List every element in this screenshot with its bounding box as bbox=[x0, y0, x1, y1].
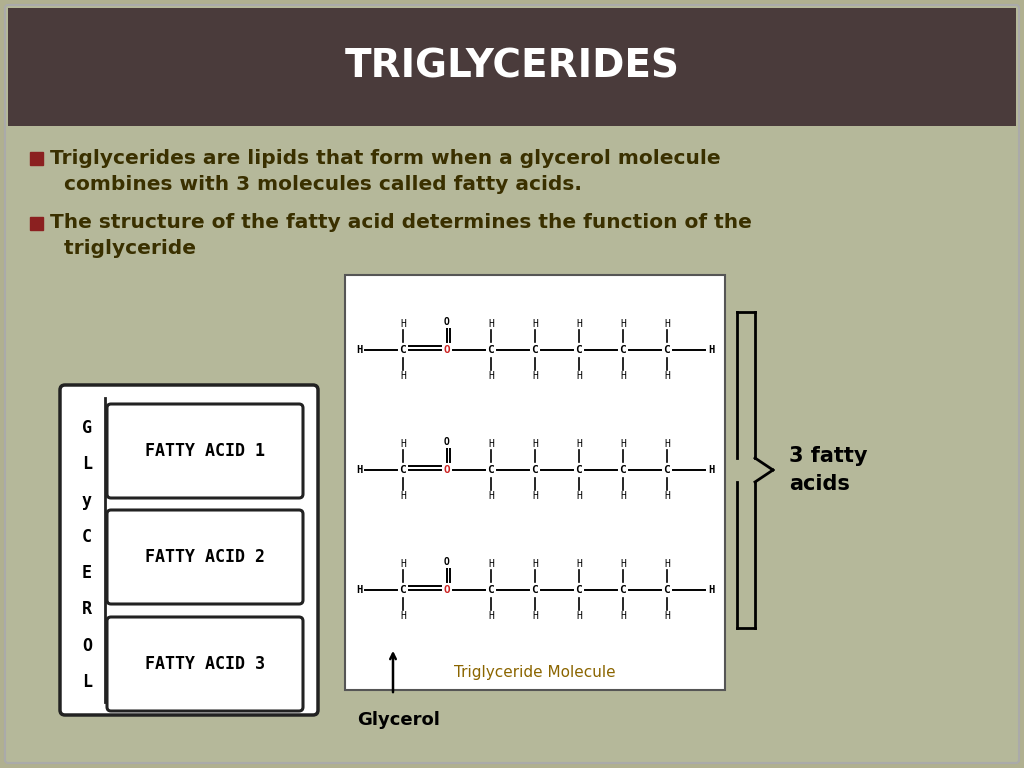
Text: C: C bbox=[399, 585, 407, 595]
Text: H: H bbox=[400, 319, 406, 329]
Text: C: C bbox=[664, 465, 671, 475]
Text: O: O bbox=[443, 465, 451, 475]
Text: H: H bbox=[400, 611, 406, 621]
Text: C: C bbox=[399, 465, 407, 475]
Text: C: C bbox=[487, 465, 495, 475]
Text: combines with 3 molecules called fatty acids.: combines with 3 molecules called fatty a… bbox=[50, 174, 582, 194]
Text: O: O bbox=[444, 437, 450, 447]
Text: The structure of the fatty acid determines the function of the: The structure of the fatty acid determin… bbox=[50, 214, 752, 233]
Text: H: H bbox=[532, 439, 538, 449]
Text: R: R bbox=[82, 601, 92, 618]
Text: H: H bbox=[708, 345, 714, 355]
Text: H: H bbox=[488, 491, 494, 501]
Text: H: H bbox=[488, 371, 494, 381]
Text: G: G bbox=[82, 419, 92, 437]
Text: H: H bbox=[488, 439, 494, 449]
Text: H: H bbox=[708, 465, 714, 475]
FancyBboxPatch shape bbox=[106, 510, 303, 604]
Text: C: C bbox=[575, 345, 583, 355]
Text: H: H bbox=[664, 559, 670, 569]
Text: O: O bbox=[444, 557, 450, 567]
Bar bbox=[30, 152, 43, 165]
Text: L: L bbox=[82, 455, 92, 473]
Text: H: H bbox=[356, 585, 362, 595]
Text: FATTY ACID 1: FATTY ACID 1 bbox=[145, 442, 265, 460]
Text: triglyceride: triglyceride bbox=[50, 240, 196, 259]
Text: O: O bbox=[444, 317, 450, 327]
FancyBboxPatch shape bbox=[5, 5, 1019, 763]
Text: Glycerol: Glycerol bbox=[357, 711, 440, 729]
Text: TRIGLYCERIDES: TRIGLYCERIDES bbox=[344, 48, 680, 86]
Text: C: C bbox=[620, 345, 627, 355]
FancyBboxPatch shape bbox=[106, 617, 303, 711]
Text: O: O bbox=[443, 345, 451, 355]
Text: H: H bbox=[356, 345, 362, 355]
Text: H: H bbox=[621, 611, 626, 621]
Text: C: C bbox=[531, 585, 539, 595]
Text: C: C bbox=[620, 465, 627, 475]
Text: H: H bbox=[356, 465, 362, 475]
Text: C: C bbox=[399, 345, 407, 355]
Text: H: H bbox=[577, 491, 582, 501]
Text: H: H bbox=[577, 439, 582, 449]
Text: H: H bbox=[708, 585, 714, 595]
Text: H: H bbox=[621, 439, 626, 449]
Text: C: C bbox=[487, 585, 495, 595]
Text: H: H bbox=[664, 439, 670, 449]
Text: C: C bbox=[575, 465, 583, 475]
Text: C: C bbox=[82, 528, 92, 546]
Text: H: H bbox=[621, 559, 626, 569]
Text: H: H bbox=[532, 371, 538, 381]
Text: H: H bbox=[664, 319, 670, 329]
Text: C: C bbox=[664, 345, 671, 355]
Text: O: O bbox=[82, 637, 92, 654]
Text: H: H bbox=[621, 491, 626, 501]
Text: H: H bbox=[488, 559, 494, 569]
Text: H: H bbox=[532, 491, 538, 501]
Text: H: H bbox=[664, 371, 670, 381]
Text: H: H bbox=[400, 559, 406, 569]
Bar bbox=[8, 8, 1016, 126]
Text: H: H bbox=[400, 371, 406, 381]
Text: FATTY ACID 2: FATTY ACID 2 bbox=[145, 548, 265, 566]
Text: C: C bbox=[487, 345, 495, 355]
Text: H: H bbox=[400, 439, 406, 449]
Text: H: H bbox=[621, 319, 626, 329]
Text: H: H bbox=[532, 611, 538, 621]
Bar bbox=[30, 217, 43, 230]
Text: Triglyceride Molecule: Triglyceride Molecule bbox=[455, 664, 615, 680]
Text: H: H bbox=[488, 319, 494, 329]
Text: H: H bbox=[577, 371, 582, 381]
Text: C: C bbox=[575, 585, 583, 595]
Text: C: C bbox=[531, 465, 539, 475]
Text: FATTY ACID 3: FATTY ACID 3 bbox=[145, 655, 265, 673]
Text: C: C bbox=[664, 585, 671, 595]
FancyBboxPatch shape bbox=[60, 385, 318, 715]
Text: 3 fatty
acids: 3 fatty acids bbox=[790, 446, 867, 494]
Text: C: C bbox=[620, 585, 627, 595]
Text: H: H bbox=[577, 319, 582, 329]
Text: O: O bbox=[443, 585, 451, 595]
Text: E: E bbox=[82, 564, 92, 582]
Text: y: y bbox=[82, 492, 92, 510]
Text: H: H bbox=[577, 611, 582, 621]
FancyBboxPatch shape bbox=[106, 404, 303, 498]
Text: H: H bbox=[488, 611, 494, 621]
Text: H: H bbox=[577, 559, 582, 569]
Text: H: H bbox=[621, 371, 626, 381]
Text: C: C bbox=[531, 345, 539, 355]
Text: L: L bbox=[82, 673, 92, 691]
Bar bbox=[345, 275, 725, 690]
Text: H: H bbox=[664, 491, 670, 501]
Text: Triglycerides are lipids that form when a glycerol molecule: Triglycerides are lipids that form when … bbox=[50, 148, 721, 167]
Text: H: H bbox=[664, 611, 670, 621]
Text: H: H bbox=[400, 491, 406, 501]
Text: H: H bbox=[532, 319, 538, 329]
Text: H: H bbox=[532, 559, 538, 569]
